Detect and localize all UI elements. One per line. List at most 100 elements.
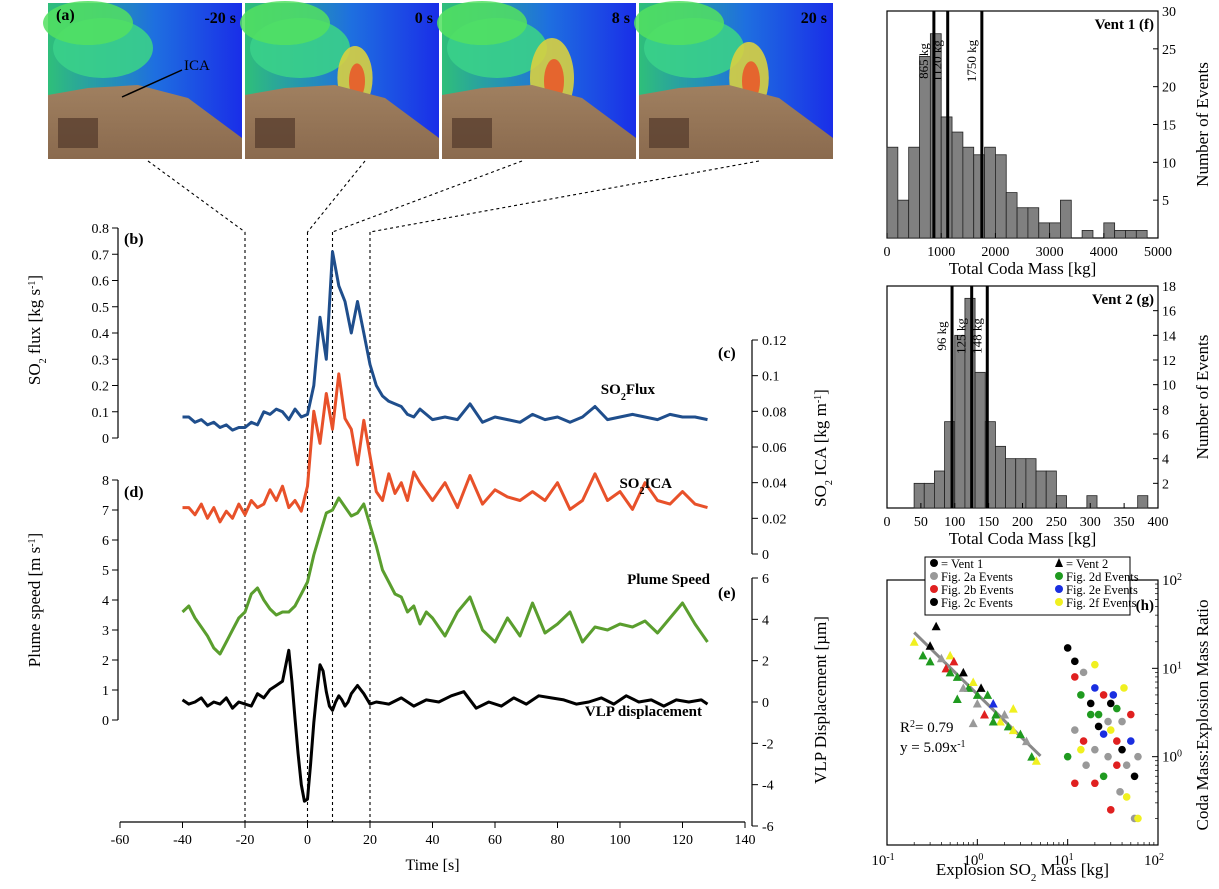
d-tick-label: 2 [102, 654, 109, 669]
panel-c-ylabel-part: ] [811, 389, 830, 395]
series-so2-flux-label-part: Flux [626, 382, 656, 398]
scatter-y-tick-base: 10 [1162, 573, 1177, 589]
c-tick-label: 0.12 [762, 334, 787, 349]
hist-marker-label: 96 kg [934, 321, 949, 351]
camera-frame: 20 s [634, 1, 833, 159]
hist-bar [908, 146, 920, 239]
d-tick-label: 6 [102, 534, 109, 549]
hist-y-tick-label: 25 [1162, 43, 1176, 58]
frame-time-label: 0 s [415, 10, 433, 27]
plume-cloud [634, 1, 724, 45]
b-tick-label: 0.3 [92, 353, 110, 368]
hist-y-tick-label: 10 [1162, 156, 1176, 171]
scatter-point-vent2 [1015, 729, 1025, 739]
b-tick-label: 0.6 [92, 275, 110, 290]
scatter-y-tick-exp: 0 [1177, 748, 1182, 759]
d-tick-label: 8 [102, 474, 109, 489]
hist-y-tick-label: 14 [1162, 329, 1176, 344]
c-tick-label: 0.08 [762, 405, 787, 420]
scatter-point-vent2 [1008, 725, 1018, 735]
hist-bar [951, 131, 964, 239]
hist-marker-label: 1750 kg [964, 39, 979, 82]
hist-bar [962, 146, 975, 239]
series-so2-flux [182, 250, 708, 432]
scatter-point-vent1 [1130, 772, 1139, 781]
scatter-point-vent1 [1086, 699, 1095, 708]
b-tick-label: 0.4 [92, 327, 110, 342]
scatter-point-vent1 [1077, 745, 1085, 754]
hist-bar [1049, 222, 1061, 239]
panel-c-ylabel-part: -1 [813, 395, 824, 403]
scatter-point-vent1 [1063, 644, 1072, 652]
series-vlp-label: VLP displacement [585, 704, 702, 720]
hist-y-tick-label: 20 [1162, 81, 1176, 96]
scatter-point-vent1 [1120, 684, 1128, 692]
time-tick-label: 0 [304, 833, 311, 848]
hist-y-title: Number of Events [1193, 335, 1212, 460]
scatter-equation: y = 5.09x-1 [900, 739, 966, 757]
scatter-point-vent1 [1122, 793, 1131, 801]
legend-text: Fig. 2e Events [1066, 583, 1138, 597]
legend-marker [930, 572, 938, 580]
scatter-point-vent2 [952, 672, 962, 681]
scatter-y-tick-exp: 1 [1177, 660, 1182, 671]
scatter-point-vent2 [988, 698, 998, 708]
frame-connectors [147, 160, 760, 233]
scatter-point-vent1 [1106, 726, 1115, 734]
scatter-x-tick-base: 10 [963, 853, 978, 869]
hist-y-tick-label: 15 [1162, 119, 1176, 134]
time-tick-label: 40 [426, 833, 440, 848]
scatter-point-vent1 [1094, 710, 1103, 719]
panel-b-ylabel-part: -1 [27, 281, 38, 289]
hist-y-tick-label: 30 [1162, 5, 1176, 20]
scatter-r2-part: 2 [910, 719, 915, 730]
scatter-point-vent2 [925, 641, 935, 650]
frame-connector-line [307, 160, 366, 233]
scatter-point-vent1 [1091, 779, 1099, 788]
scatter-point-vent1 [1091, 660, 1099, 669]
scatter-point-vent1 [1127, 737, 1135, 745]
scatter-point-vent1 [1118, 717, 1126, 726]
scatter-point-vent2 [968, 718, 978, 728]
e-tick-label: 0 [762, 696, 769, 711]
plume-cloud [43, 1, 133, 45]
scatter-point-vent1 [1104, 717, 1112, 726]
scatter-x-tick-label: 102 [1144, 852, 1164, 870]
series-vlp-displacement [181, 648, 709, 803]
hist-bar [1015, 458, 1027, 509]
series-so2-ica [182, 372, 708, 524]
panel-a-image-strip: -20 s 0 s 8 s 20 s ICA [43, 1, 833, 159]
scatter-point-vent1 [1118, 745, 1126, 754]
scatter-x-title-part: Mass [kg] [1036, 860, 1109, 879]
hist-bar [913, 482, 925, 509]
hist-bar [1038, 222, 1051, 239]
hist-marker-label: 1120 kg [930, 40, 945, 82]
scatter-point-vent2 [983, 690, 993, 699]
scatter-point-vent2 [958, 667, 968, 677]
legend-marker [1055, 585, 1063, 593]
scatter-equation-part: -1 [957, 739, 965, 750]
hist-bar [1103, 222, 1116, 239]
hist-bar [1125, 230, 1137, 239]
hist-marker-label: 125 kg [954, 318, 969, 354]
b-tick-label: 0.7 [92, 248, 110, 263]
e-tick-label: 6 [762, 572, 769, 587]
hist-bar [1045, 470, 1057, 509]
hist-bar [1027, 207, 1040, 239]
legend-marker [930, 598, 938, 606]
b-tick-label: 0.8 [92, 222, 110, 237]
e-tick-label: 4 [762, 613, 769, 628]
hist-y-tick-label: 12 [1162, 354, 1176, 369]
series-plume-speed-label: Plume Speed [627, 572, 711, 588]
c-tick-label: 0.06 [762, 441, 787, 456]
hist-x-tick-label: 4000 [1090, 245, 1118, 260]
hist-x-tick-label: 1000 [927, 245, 955, 260]
plume-cloud [240, 1, 330, 45]
scatter-point-vent1 [1109, 691, 1118, 699]
scatter-point-vent2 [1008, 704, 1018, 713]
scatter-point-vent1 [1099, 730, 1108, 738]
scatter-point-vent1 [1077, 691, 1085, 699]
hist-bar [1086, 495, 1098, 509]
e-tick-label: -6 [762, 820, 774, 835]
scatter-x-tick-base: 10 [871, 853, 886, 869]
